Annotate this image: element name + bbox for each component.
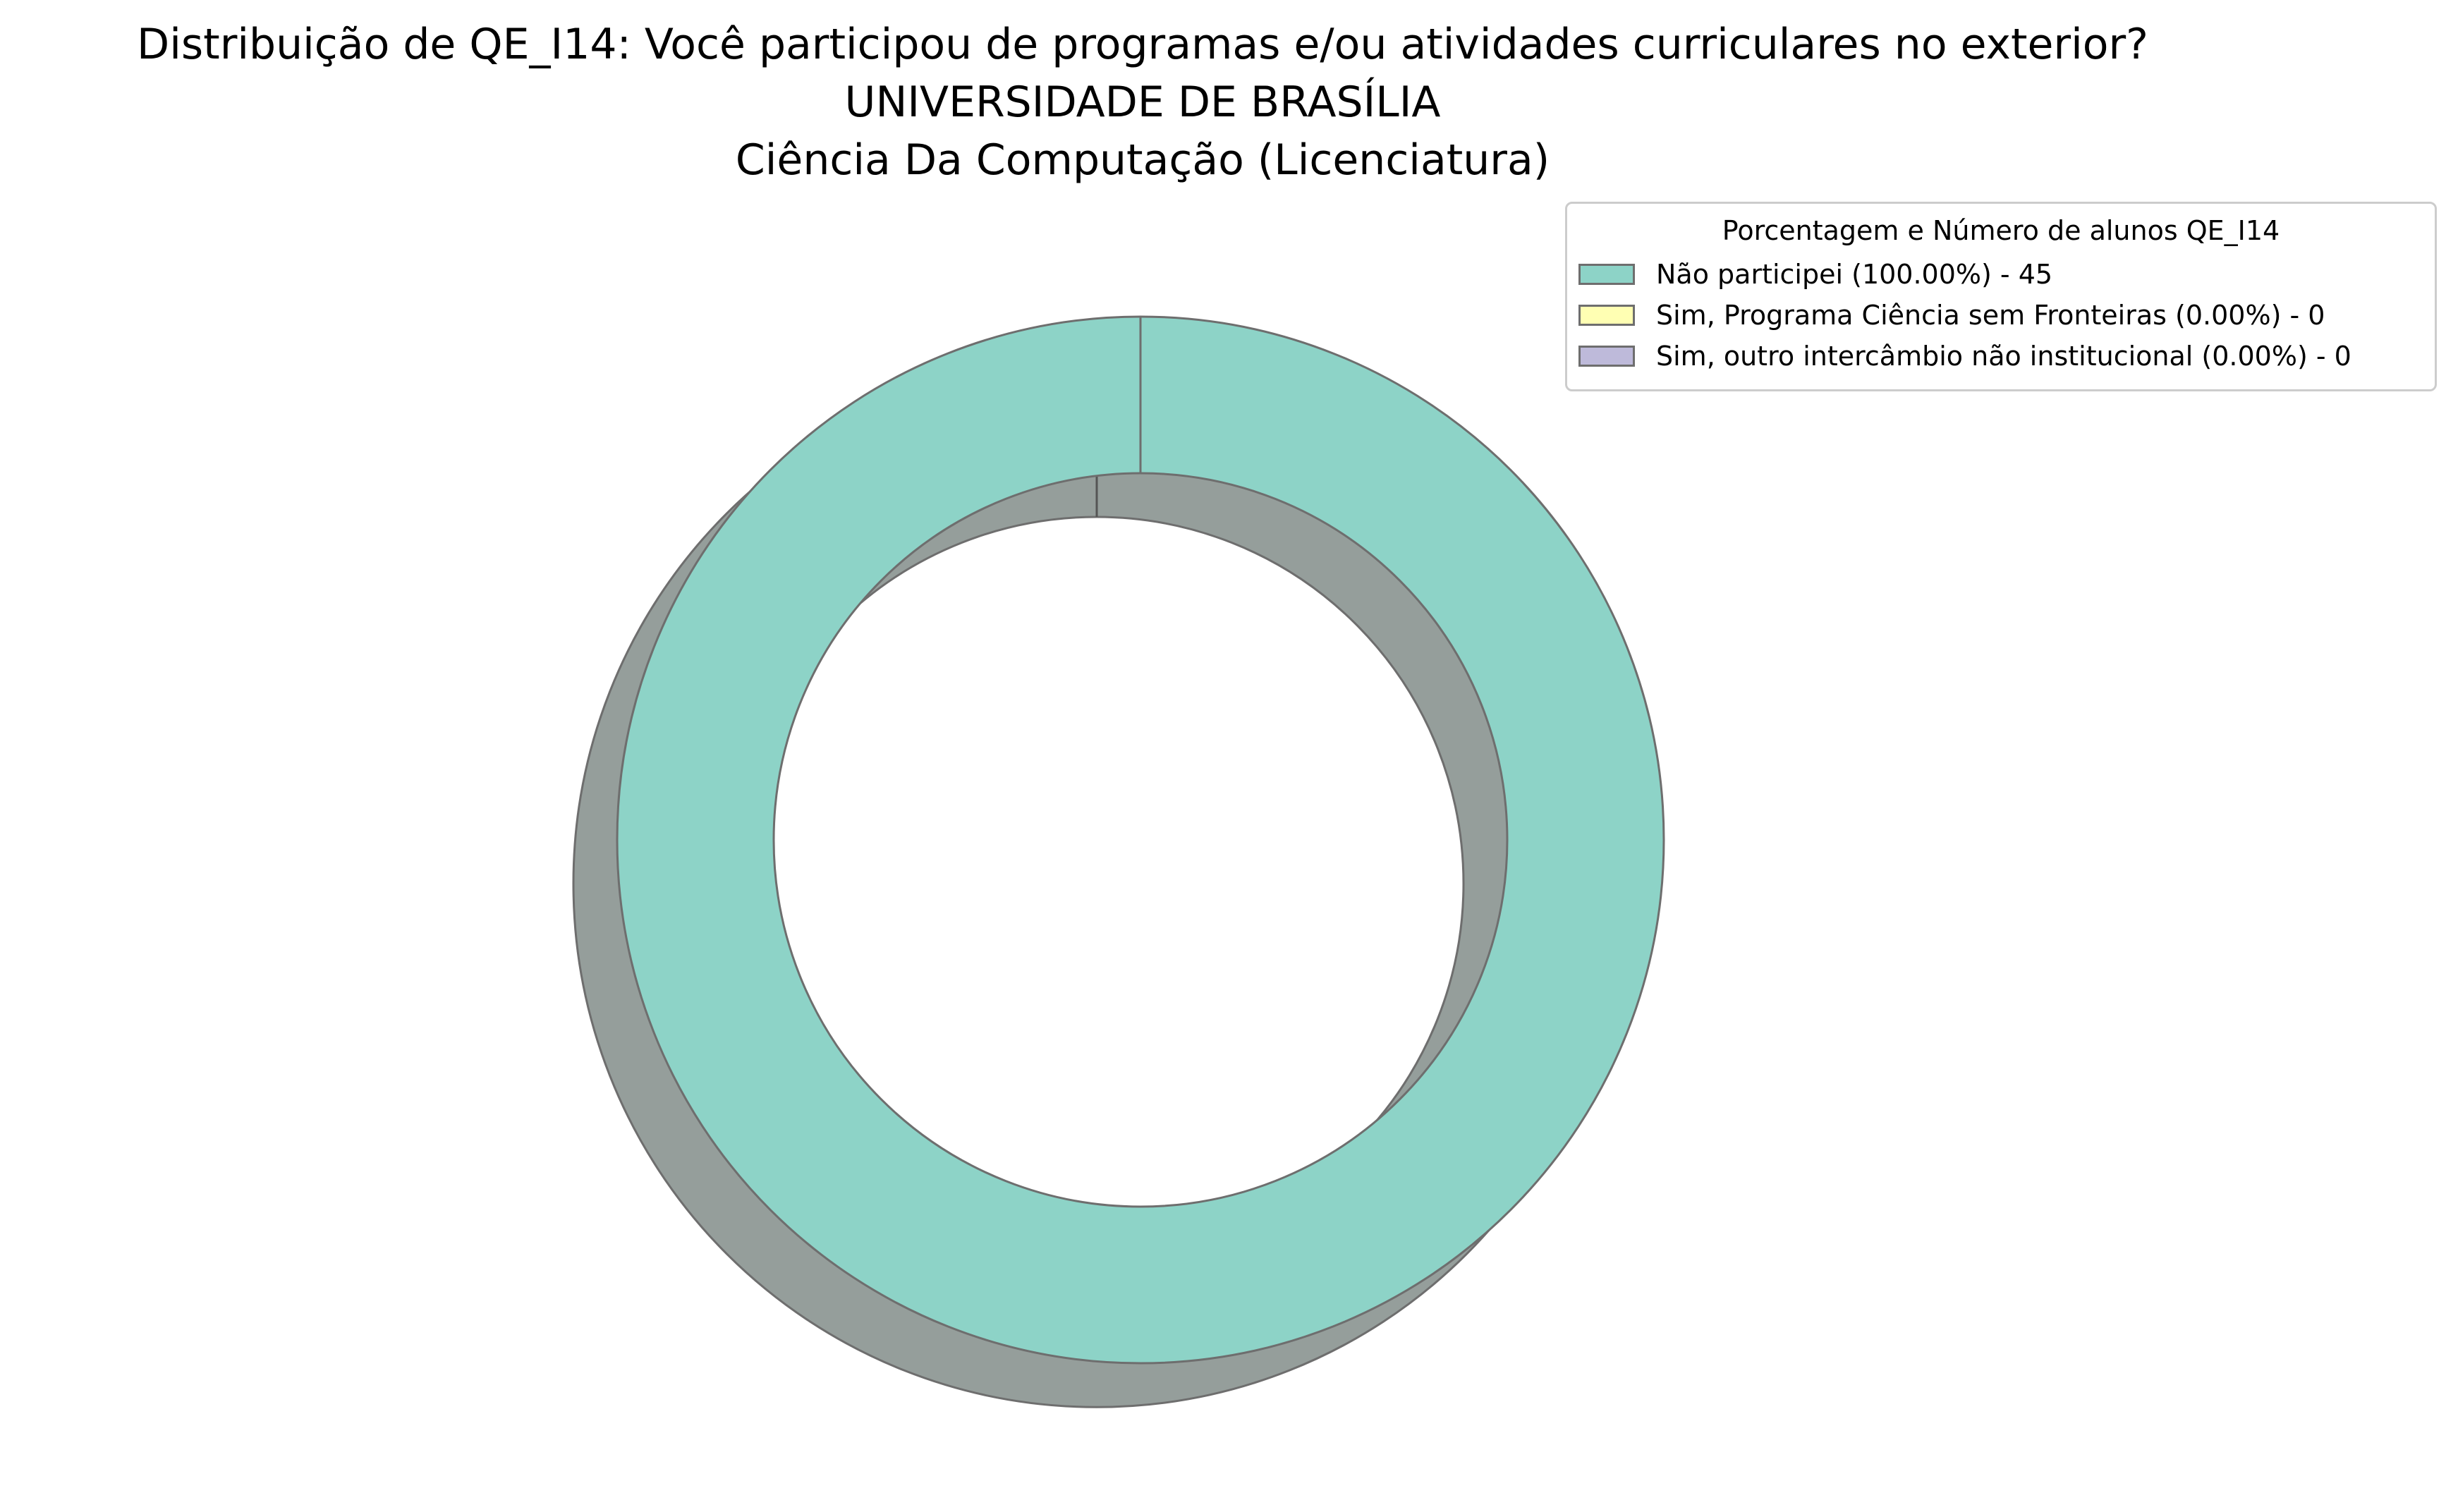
chart-title-line-3: Ciência Da Computação (Licenciatura) bbox=[735, 135, 1550, 185]
chart-title-line-2: UNIVERSIDADE DE BRASÍLIA bbox=[844, 78, 1441, 127]
slice-nao-participei bbox=[616, 315, 1665, 1365]
legend-entry-outro-intercambio: Sim, outro intercâmbio não institucional… bbox=[1578, 335, 2351, 377]
donut-slices bbox=[616, 315, 1665, 1365]
legend-entry-ciencia-sem-fronteiras: Sim, Programa Ciência sem Fronteiras (0.… bbox=[1578, 294, 2325, 336]
legend: Porcentagem e Número de alunos QE_I14 Nã… bbox=[1565, 202, 2437, 391]
legend-entry-nao-participei: Não participei (100.00%) - 45 bbox=[1578, 253, 2052, 295]
legend-swatch-outro-intercambio bbox=[1578, 346, 1635, 367]
legend-title: Porcentagem e Número de alunos QE_I14 bbox=[1722, 215, 2280, 246]
legend-label-nao-participei: Não participei (100.00%) - 45 bbox=[1656, 259, 2053, 290]
chart-title-line-1: Distribuição de QE_I14: Você participou … bbox=[137, 20, 2148, 69]
legend-label-ciencia-sem-fronteiras: Sim, Programa Ciência sem Fronteiras (0.… bbox=[1656, 300, 2325, 331]
chart-title: Distribuição de QE_I14: Você participou … bbox=[0, 16, 2285, 189]
legend-swatch-ciencia-sem-fronteiras bbox=[1578, 305, 1635, 326]
legend-swatch-nao-participei bbox=[1578, 264, 1635, 285]
legend-label-outro-intercambio: Sim, outro intercâmbio não institucional… bbox=[1656, 341, 2351, 372]
